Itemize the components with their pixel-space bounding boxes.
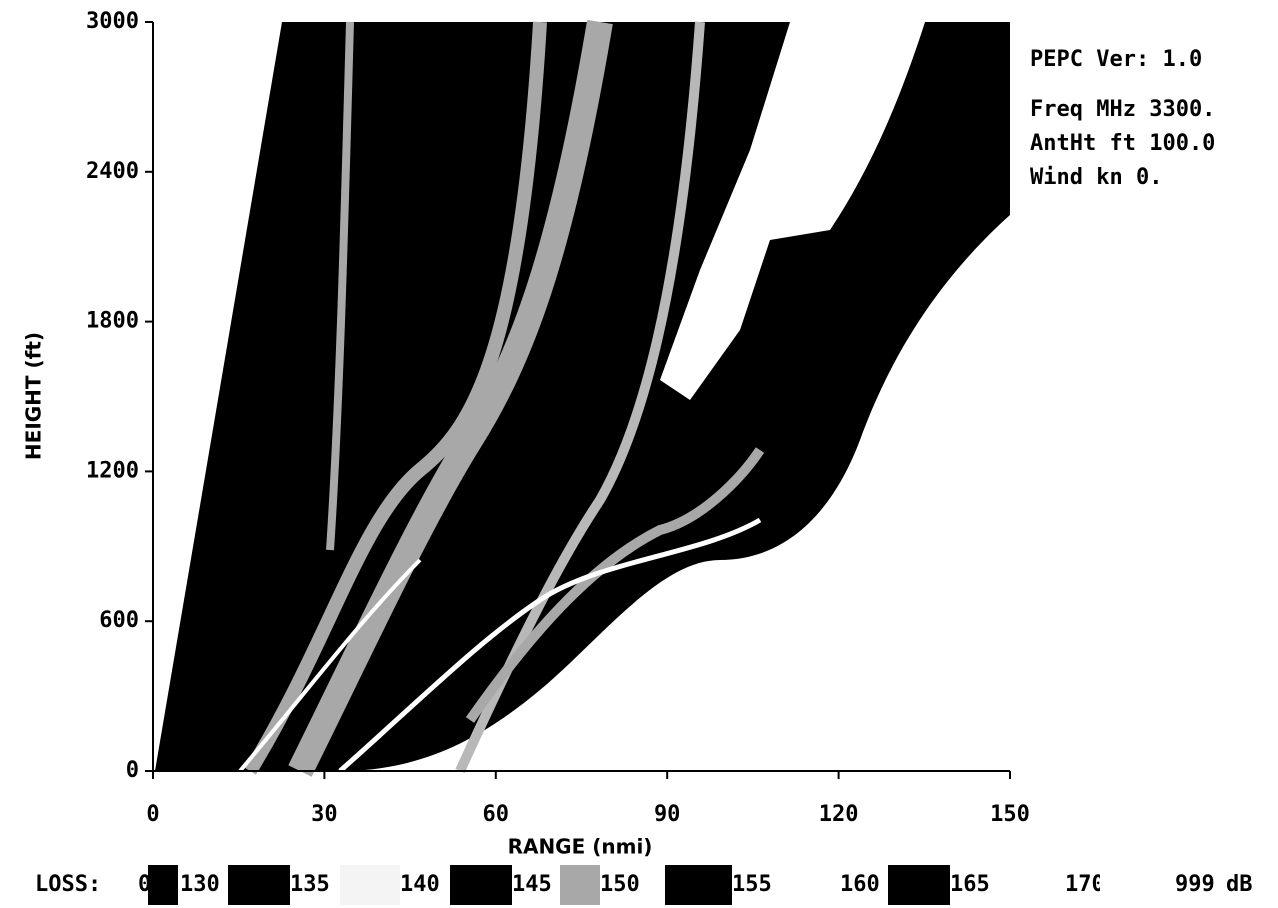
info-text: AntHt ft 100.0: [1030, 131, 1215, 156]
legend-level: 155: [732, 872, 772, 897]
legend-level: 170: [1065, 872, 1105, 897]
field-light: [238, 558, 422, 773]
legend-swatch: [1000, 865, 1060, 905]
legend-swatch: [228, 865, 290, 905]
legend-level: 145: [512, 872, 552, 897]
legend-level: 135: [290, 872, 330, 897]
legend-unit: dB: [1226, 872, 1253, 897]
y-tick-label: 600: [99, 608, 139, 633]
field-gray: [288, 19, 613, 777]
y-tick-label: 0: [126, 758, 139, 783]
x-tick-label: 90: [654, 802, 681, 827]
legend-level: 165: [950, 872, 990, 897]
field-light: [660, 22, 925, 400]
legend-level: 0: [138, 872, 151, 897]
x-axis-label: RANGE (nmi): [508, 835, 653, 859]
field-gray: [326, 21, 354, 551]
x-tick-label: 60: [483, 802, 510, 827]
legend-swatch: [340, 865, 400, 905]
loss-field: [155, 19, 1010, 777]
legend-swatch: [1100, 865, 1170, 905]
legend-level: 150: [600, 872, 640, 897]
y-tick-label: 2400: [86, 159, 139, 184]
legend-swatch: [665, 865, 732, 905]
y-tick-label: 1800: [86, 309, 139, 334]
field-gray: [455, 21, 705, 774]
x-tick-label: 0: [146, 802, 159, 827]
x-tick-label: 30: [311, 802, 338, 827]
legend-swatch: [780, 865, 840, 905]
field-gray: [465, 447, 765, 723]
info-text: Freq MHz 3300.: [1030, 97, 1215, 122]
field-gray: [244, 21, 547, 775]
y-tick-label: 1200: [86, 458, 139, 483]
info-text: Wind kn 0.: [1030, 165, 1162, 190]
legend-level: 160: [840, 872, 880, 897]
y-axis-label: HEIGHT (ft): [22, 332, 46, 460]
y-tick-label: 3000: [86, 9, 139, 34]
legend-swatch: [888, 865, 950, 905]
legend-title: LOSS:: [35, 872, 101, 897]
legend-level: 130: [180, 872, 220, 897]
x-tick-label: 120: [819, 802, 859, 827]
legend-swatch: [148, 865, 178, 905]
legend-level: 140: [400, 872, 440, 897]
field-light: [338, 517, 762, 773]
legend-level: 999: [1175, 872, 1215, 897]
info-text: PEPC Ver: 1.0: [1030, 47, 1202, 72]
legend-swatch: [450, 865, 512, 905]
legend-swatch: [560, 865, 600, 905]
x-tick-label: 150: [990, 802, 1030, 827]
